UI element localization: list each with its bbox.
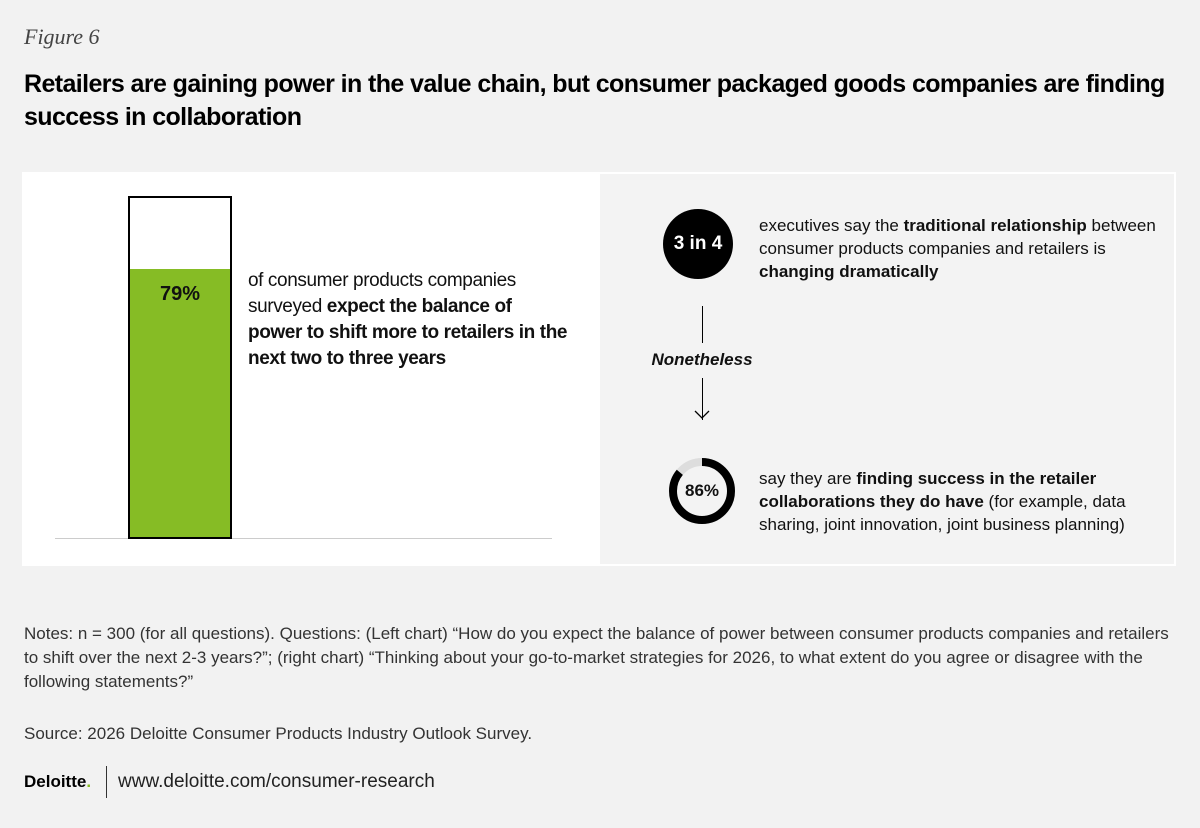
bar-data-label: 79% [159,283,201,306]
bar-79: 79% [130,269,230,537]
text-normal: (for example, data sharing, joint innova… [759,492,1126,534]
notes: Notes: n = 300 (for all questions). Ques… [24,624,1169,691]
footer-divider [106,766,107,798]
left-description: of consumer products companies surveyed … [248,268,568,372]
baseline [55,538,552,539]
stat-description: executives say the traditional relations… [759,214,1159,283]
text-bold: finding success in the retailer collabor… [759,469,1097,511]
source: Source: 2026 Deloitte Consumer Products … [24,724,533,743]
connector-line [702,378,703,420]
text-normal: between consumer products companies and … [759,216,1156,258]
connector-line [702,306,703,343]
logo-dot: . [86,772,92,791]
donut-description: say they are finding success in the reta… [759,467,1159,536]
stat-circle: 3 in 4 [663,209,733,279]
footer-url-link[interactable]: www.deloitte.com/consumer-research [118,771,435,792]
donut-slice-86 [669,458,735,524]
text-bold: expect the balance of power to shift mor… [248,296,568,369]
left-panel [22,172,600,566]
bar-frame: 79% [128,196,232,539]
donut-data-label: 86% [684,481,720,500]
logo-text: Deloitte [24,772,87,791]
arrow-down-icon [694,410,710,419]
text-bold: traditional relationship [903,216,1087,235]
text-normal: say they are [759,469,857,488]
chart-title: Retailers are gaining power in the value… [24,70,1165,131]
text-normal: of consumer products companies surveyed [248,270,516,317]
donut-chart [669,458,735,524]
figure-label: Figure 6 [24,24,100,49]
text-normal: executives say the [759,216,904,235]
connector-label: Nonetheless [651,350,753,369]
deloitte-logo: Deloitte. [24,772,91,792]
text-bold: changing dramatically [759,262,939,281]
